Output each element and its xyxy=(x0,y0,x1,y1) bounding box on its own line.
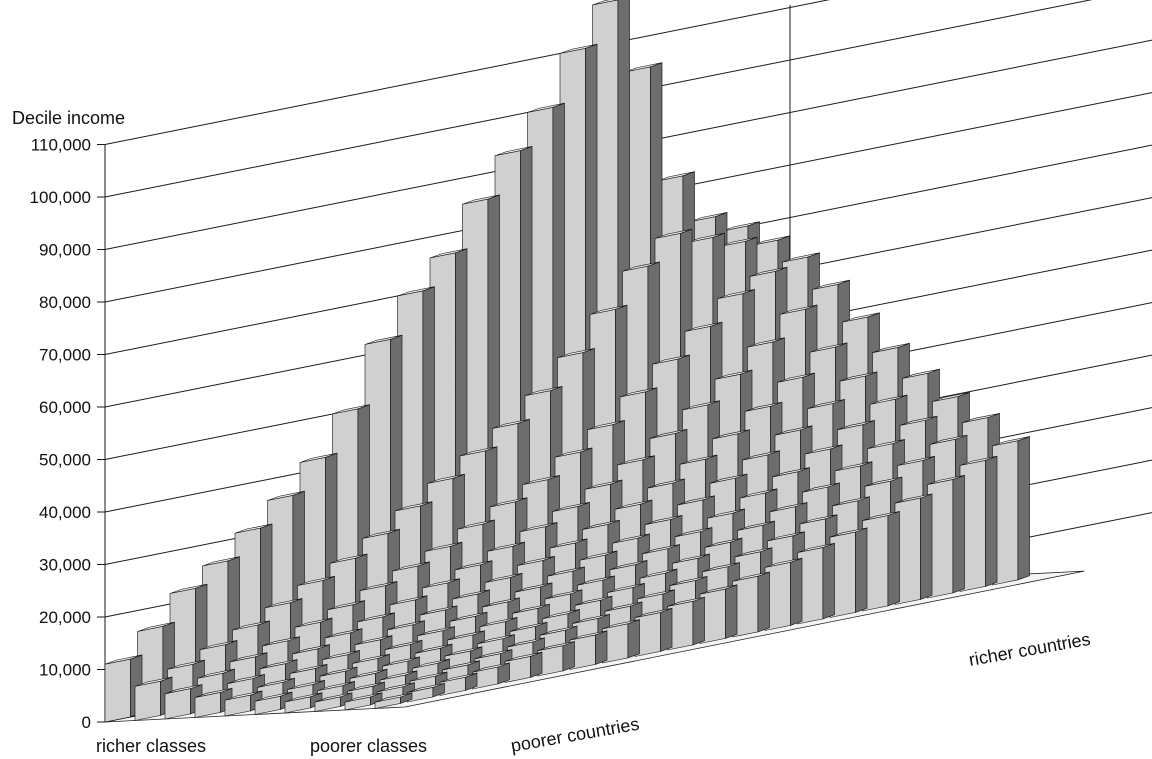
bar xyxy=(439,672,478,696)
bar-front-face xyxy=(344,696,371,711)
bar xyxy=(732,571,770,638)
y-tick-label: 20,000 xyxy=(39,608,91,627)
y-tick-label: 30,000 xyxy=(39,556,91,575)
bar-side-face xyxy=(822,542,835,620)
bar-front-face xyxy=(104,658,131,723)
y-axis-title: Decile income xyxy=(12,108,125,128)
bars-layer xyxy=(104,0,1030,723)
bar-side-face xyxy=(1017,436,1030,581)
y-tick-label: 50,000 xyxy=(39,451,91,470)
country-axis-end-label: richer countries xyxy=(967,629,1092,670)
bar-side-face xyxy=(790,557,803,626)
bar-front-face xyxy=(284,696,311,714)
bar xyxy=(537,641,575,677)
bar-side-face xyxy=(660,607,673,652)
bar xyxy=(992,436,1030,586)
y-tick-label: 70,000 xyxy=(39,346,91,365)
bar xyxy=(602,619,640,664)
bar-side-face xyxy=(562,641,575,672)
bar-side-face xyxy=(627,619,640,659)
class-axis-start-label: richer classes xyxy=(96,736,206,756)
bar xyxy=(374,692,413,709)
y-tick-label: 110,000 xyxy=(31,136,91,155)
y-tick-label: 40,000 xyxy=(39,503,91,522)
bar xyxy=(407,682,445,703)
bar xyxy=(504,651,543,683)
gridline xyxy=(104,0,831,145)
bar xyxy=(634,607,673,657)
bar-front-face xyxy=(254,695,281,715)
bar xyxy=(472,662,510,690)
bar-front-face xyxy=(374,696,401,709)
bar xyxy=(224,690,263,717)
bar-front-face xyxy=(194,692,221,718)
bar-front-face xyxy=(164,688,191,720)
bar-side-face xyxy=(757,571,770,633)
bar-front-face xyxy=(314,696,341,712)
bar-side-face xyxy=(887,510,900,607)
y-tick-label: 60,000 xyxy=(39,398,91,417)
bar xyxy=(194,687,233,718)
bar xyxy=(254,691,293,715)
y-tick-label: 10,000 xyxy=(39,661,91,680)
bar xyxy=(894,493,933,605)
country-axis-start-label: poorer countries xyxy=(509,714,641,756)
bar-side-face xyxy=(692,596,705,646)
bar-side-face xyxy=(595,630,608,665)
bar-side-face xyxy=(985,455,998,587)
bar xyxy=(927,474,965,599)
y-tick-label: 0 xyxy=(82,713,91,732)
bar xyxy=(862,510,900,612)
y-tick-label: 80,000 xyxy=(39,293,91,312)
labels-layer: 0 10,000 20,000 30,000 40,000 50,000 60,000 70,… xyxy=(30,136,91,733)
bar xyxy=(797,542,835,625)
bar-side-face xyxy=(725,584,738,639)
y-tick-label: 90,000 xyxy=(39,241,91,260)
bar xyxy=(764,557,803,631)
bar xyxy=(959,455,998,592)
bar-front-face xyxy=(224,694,251,717)
bar-side-face xyxy=(855,527,868,613)
y-tick-label: 100,000 xyxy=(30,188,91,207)
bar xyxy=(829,527,868,618)
bar xyxy=(699,584,738,644)
class-axis-end-label: poorer classes xyxy=(310,736,427,756)
bar xyxy=(569,630,608,670)
bar-front-face xyxy=(134,680,161,721)
bar-side-face xyxy=(952,474,965,594)
bar xyxy=(667,596,705,651)
bar-side-face xyxy=(920,493,933,600)
